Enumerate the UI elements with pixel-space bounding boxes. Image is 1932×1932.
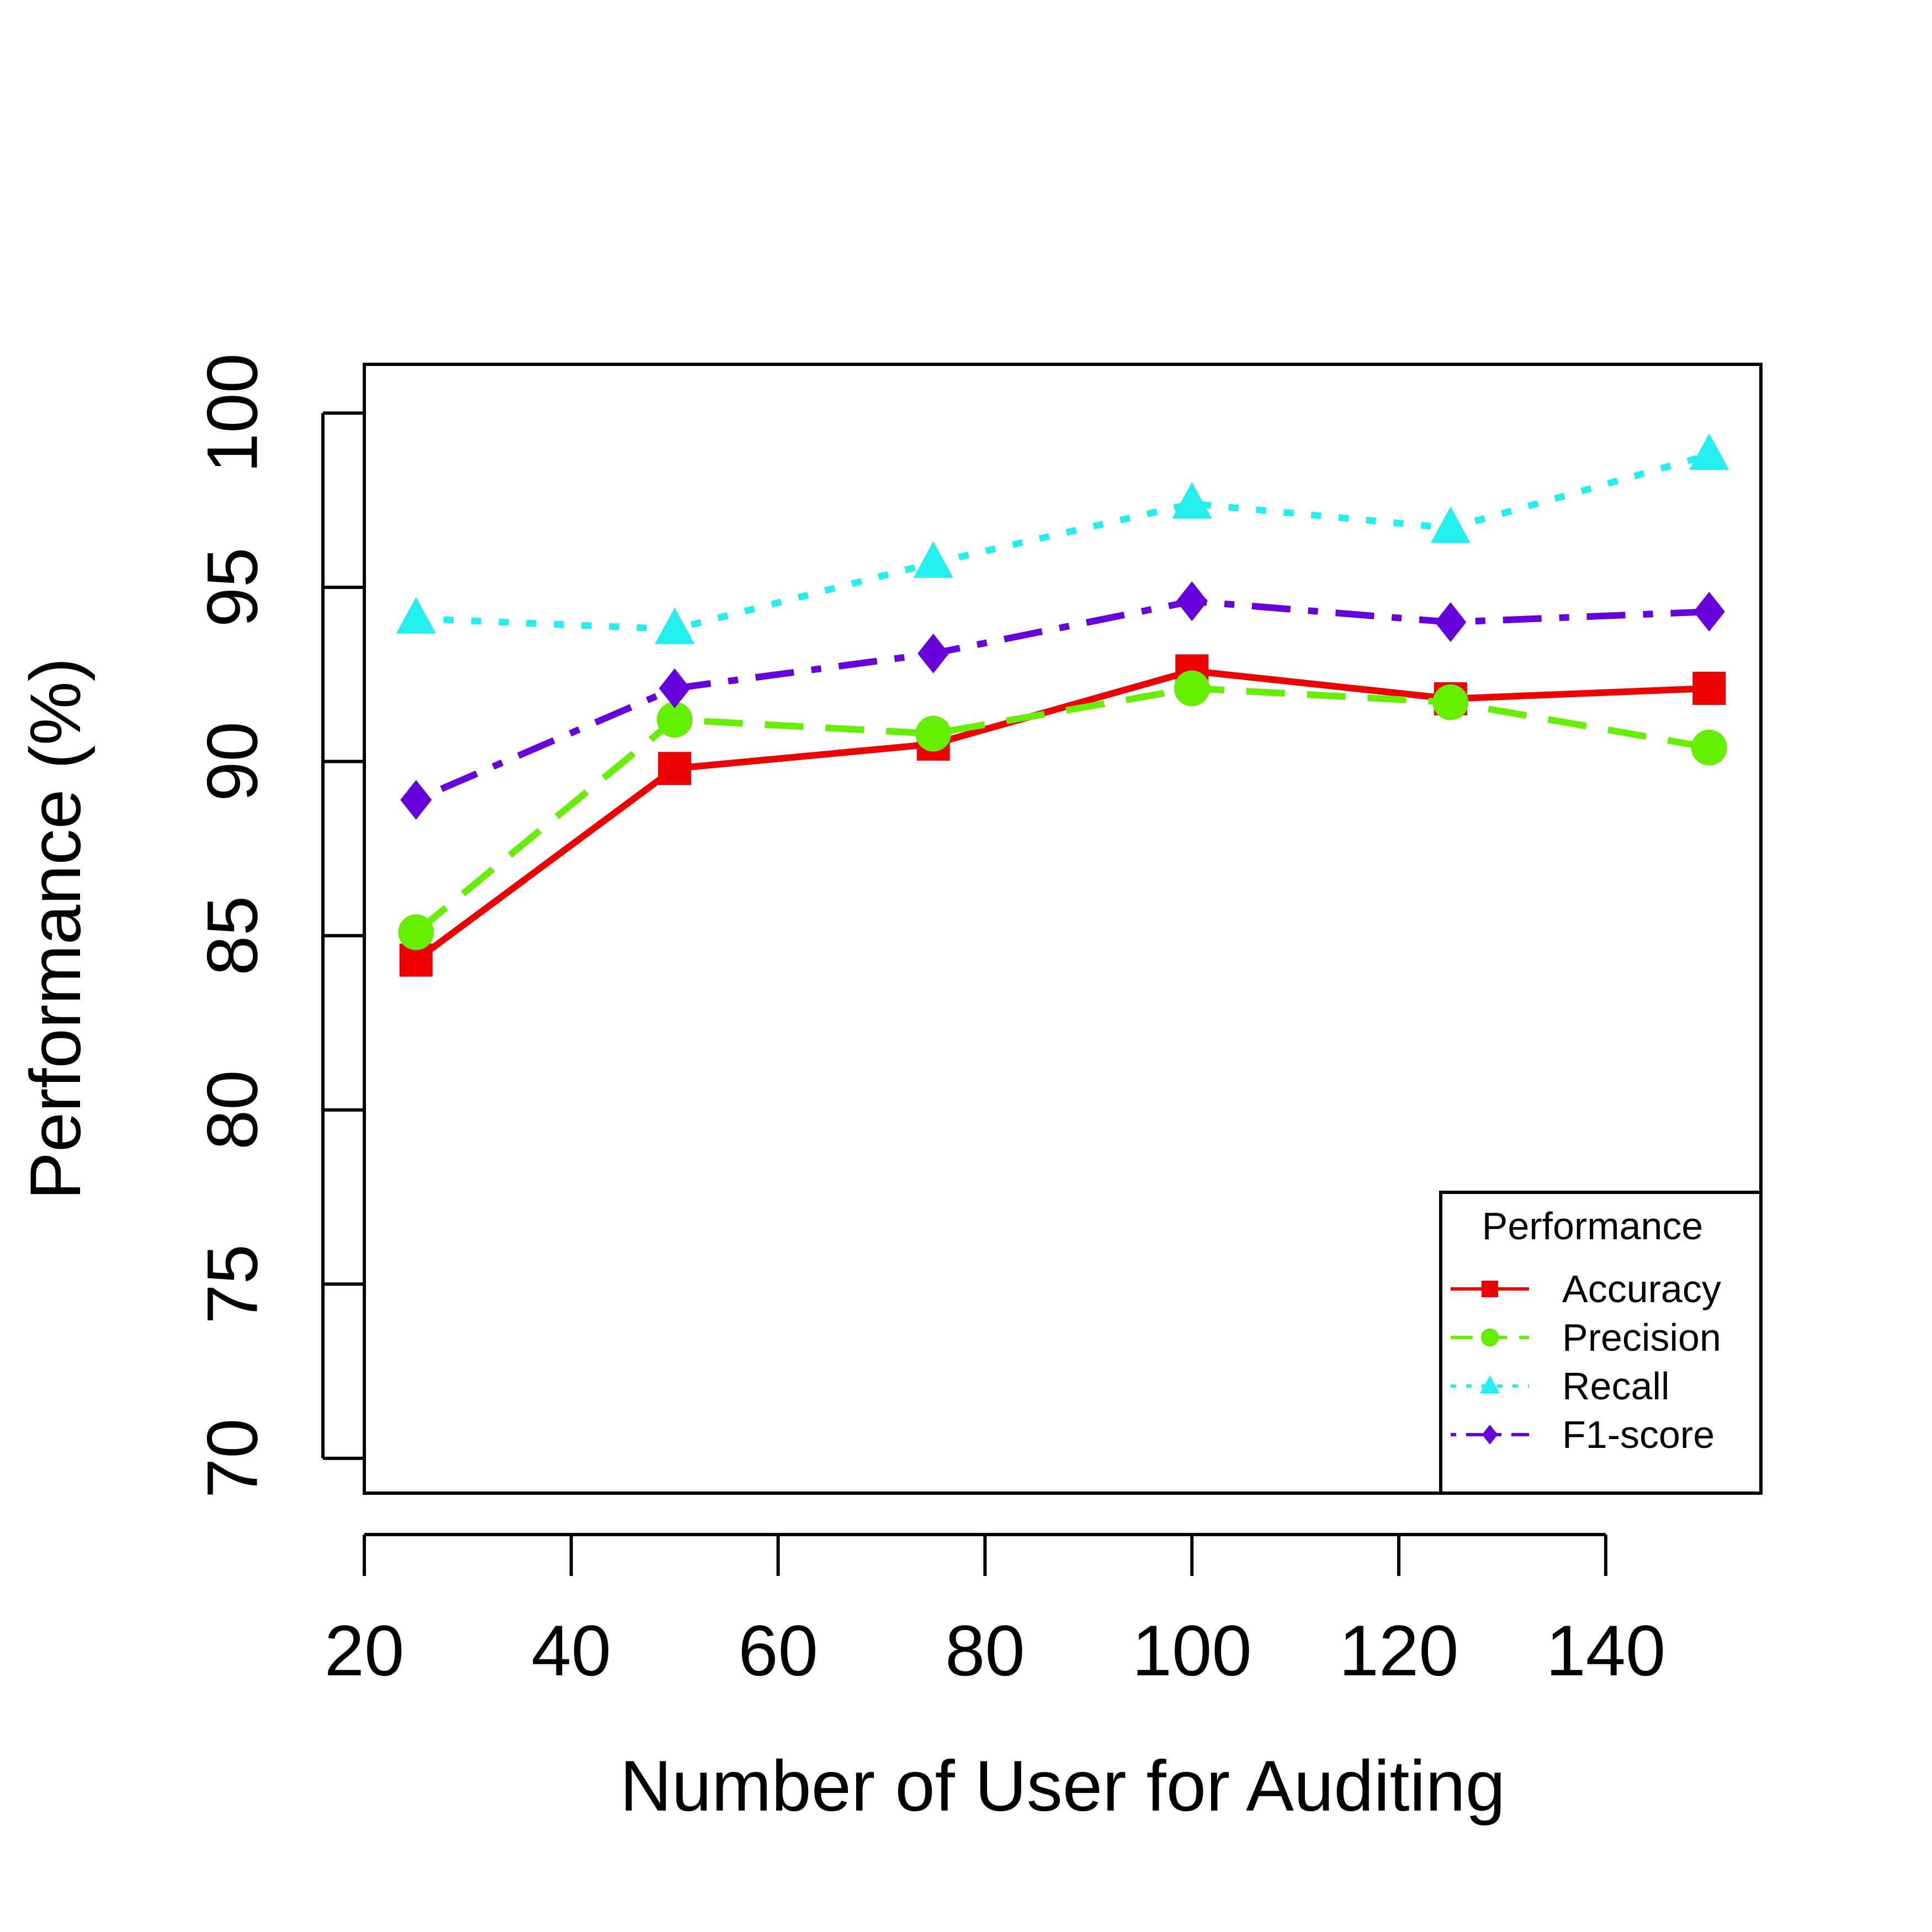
- data-point-recall: [655, 607, 695, 644]
- data-point-precision: [1691, 729, 1727, 766]
- legend-label-f1-score: F1-score: [1562, 1413, 1715, 1456]
- legend-item-f1-score: F1-score: [1451, 1413, 1715, 1456]
- legend-item-precision: Precision: [1451, 1316, 1721, 1359]
- data-point-f1-score: [1176, 581, 1208, 622]
- x-axis-label: Number of User for Auditing: [620, 1745, 1505, 1826]
- plot-frame: [363, 363, 1763, 1495]
- data-point-f1-score: [917, 633, 949, 673]
- y-tick-label: 100: [192, 353, 273, 473]
- data-point-recall: [396, 597, 436, 634]
- y-tick-label: 95: [192, 548, 273, 628]
- legend-label-recall: Recall: [1562, 1365, 1670, 1408]
- series-line-f1-score: [415, 598, 1710, 803]
- plot-marks: [396, 433, 1729, 977]
- legend-item-recall: Recall: [1451, 1365, 1670, 1408]
- y-tick-label: 75: [192, 1244, 273, 1324]
- legend: Performance Accuracy Precision Recall F1-sc…: [1439, 1191, 1763, 1495]
- data-point-f1-score: [1435, 602, 1467, 643]
- series-recall: [396, 433, 1729, 644]
- y-tick-label: 85: [192, 896, 273, 976]
- y-axis: 70 75 80 85 90 95 100: [192, 353, 364, 1499]
- x-tick-label: 80: [945, 1610, 1025, 1691]
- series-line-accuracy: [414, 667, 1710, 963]
- series-line-precision: [413, 684, 1710, 935]
- x-tick-label: 60: [738, 1610, 818, 1691]
- y-axis-label: Performance (%): [15, 657, 95, 1200]
- y-tick-label: 90: [192, 721, 273, 802]
- legend-title: Performance: [1482, 1204, 1703, 1248]
- data-point-precision: [1174, 670, 1210, 707]
- data-point-accuracy: [658, 752, 692, 785]
- data-point-recall: [1430, 506, 1471, 543]
- y-tick-label: 80: [192, 1070, 273, 1150]
- x-tick-label: 100: [1132, 1610, 1252, 1691]
- series-precision: [398, 670, 1727, 951]
- series-line-recall: [416, 452, 1710, 633]
- legend-label-accuracy: Accuracy: [1562, 1267, 1721, 1310]
- data-point-precision: [398, 914, 434, 951]
- data-point-f1-score: [659, 668, 691, 708]
- data-point-f1-score: [1693, 592, 1725, 632]
- y-tick-label: 70: [192, 1419, 273, 1499]
- legend-items: Accuracy Precision Recall F1-score: [1451, 1267, 1721, 1456]
- data-point-precision: [656, 702, 693, 738]
- data-point-accuracy: [1692, 671, 1726, 705]
- data-point-precision: [915, 715, 952, 752]
- legend-marker-f1-score: [1482, 1425, 1498, 1445]
- x-tick-label: 20: [325, 1610, 405, 1691]
- x-tick-label: 120: [1339, 1610, 1459, 1691]
- legend-marker-accuracy: [1482, 1281, 1498, 1297]
- data-point-recall: [1689, 433, 1729, 470]
- data-point-precision: [1432, 684, 1469, 720]
- series-f1-score: [400, 581, 1725, 820]
- data-point-f1-score: [400, 779, 432, 820]
- x-tick-label: 40: [532, 1610, 612, 1691]
- legend-item-accuracy: Accuracy: [1451, 1267, 1721, 1310]
- data-point-recall: [1172, 482, 1212, 519]
- x-tick-label: 140: [1546, 1610, 1665, 1691]
- data-point-recall: [913, 541, 953, 578]
- legend-label-precision: Precision: [1562, 1316, 1721, 1359]
- series-accuracy: [399, 654, 1726, 977]
- legend-marker-recall: [1480, 1375, 1500, 1394]
- x-axis: 20 40 60 80 100 120 140: [325, 1533, 1665, 1691]
- legend-marker-precision: [1480, 1328, 1499, 1347]
